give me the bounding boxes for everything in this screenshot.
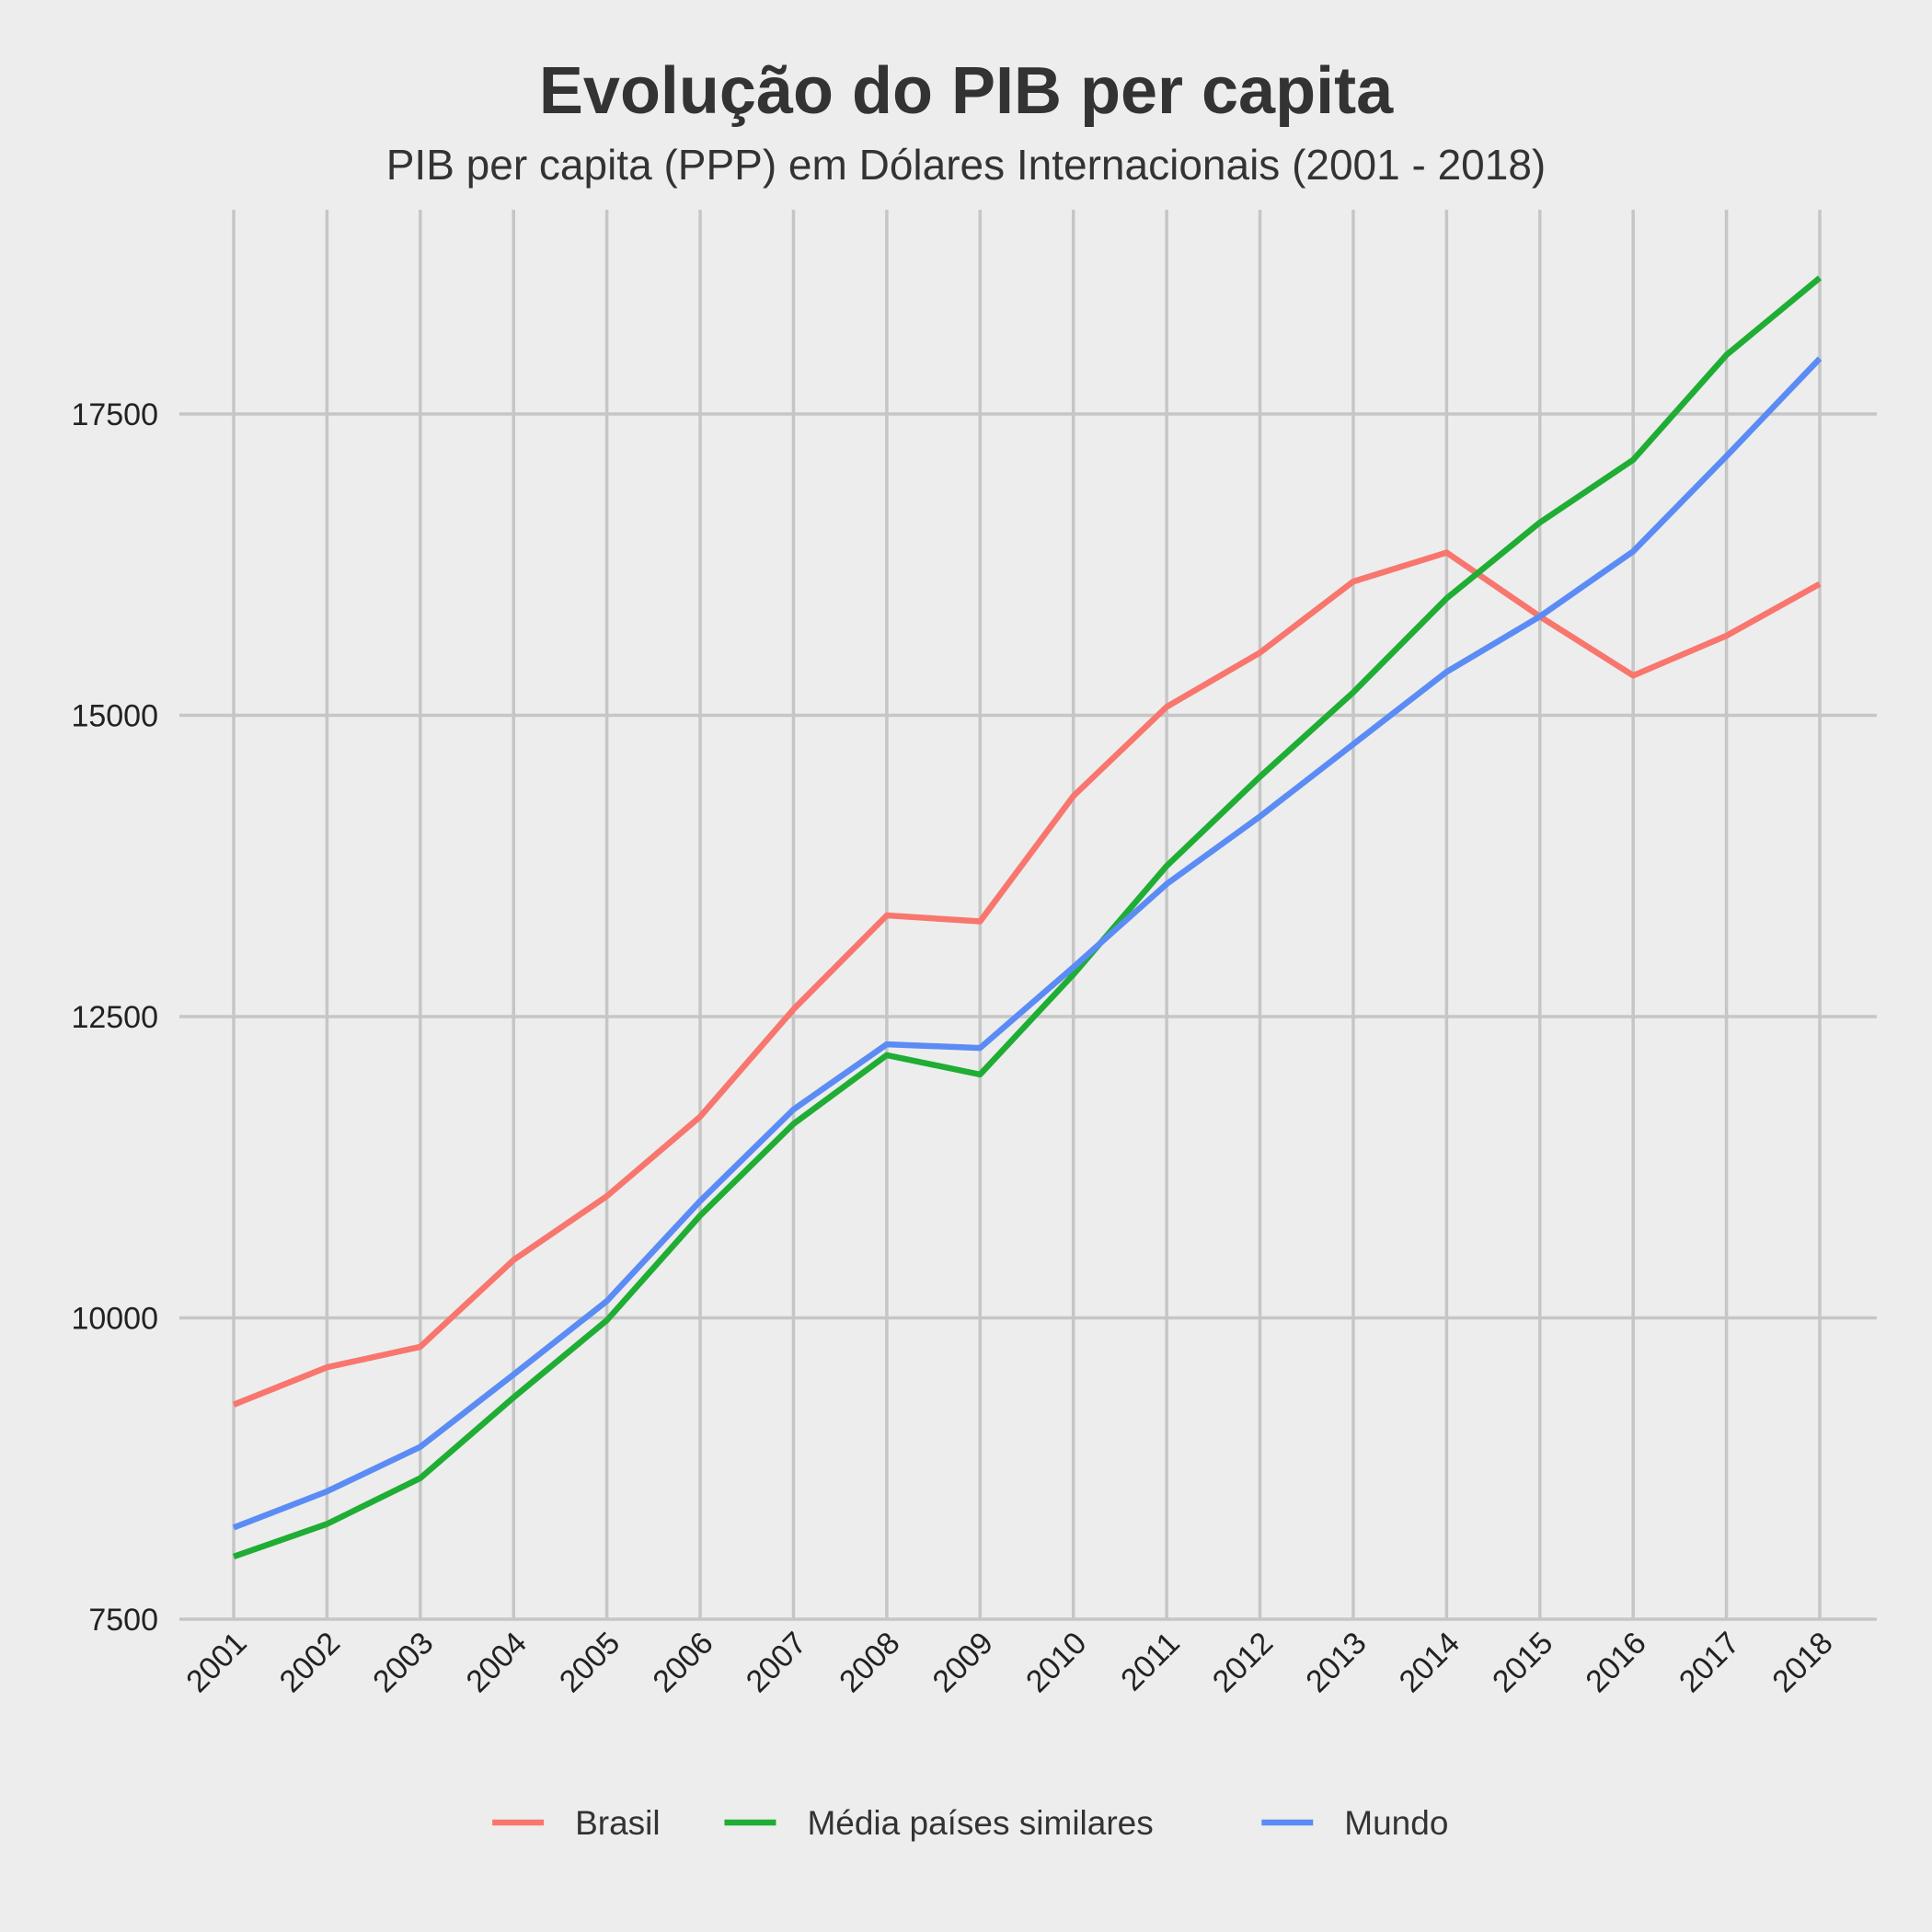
x-tick-label: 2011 — [1114, 1626, 1187, 1698]
chart-subtitle: PIB per capita (PPP) em Dólares Internac… — [386, 141, 1547, 189]
chart-title: Evolução do PIB per capita — [539, 54, 1394, 128]
legend: Brasil Média países similares Mundo — [492, 1804, 1448, 1842]
legend-label: Mundo — [1344, 1804, 1448, 1842]
x-tick-label: 2010 — [1019, 1626, 1093, 1699]
y-tick-label: 15000 — [71, 699, 158, 734]
x-tick-label: 2001 — [179, 1626, 253, 1699]
x-tick-label: 2003 — [366, 1626, 440, 1699]
x-tick-label: 2018 — [1765, 1626, 1839, 1699]
y-axis: 7500 10000 12500 15000 17500 — [71, 397, 158, 1638]
x-tick-label: 2006 — [646, 1626, 719, 1699]
grid — [179, 210, 1877, 1621]
x-tick-label: 2002 — [273, 1626, 347, 1699]
x-tick-label: 2012 — [1206, 1626, 1280, 1699]
series-line-3 — [232, 356, 1823, 1531]
series-line-1 — [232, 549, 1822, 1408]
legend-label: Média países similares — [807, 1804, 1153, 1842]
x-tick-label: 2017 — [1673, 1626, 1746, 1699]
y-tick-label: 10000 — [71, 1302, 158, 1337]
x-tick-label: 2007 — [740, 1626, 813, 1699]
x-tick-label: 2015 — [1486, 1626, 1559, 1699]
y-tick-label: 7500 — [88, 1603, 158, 1638]
series-lines — [232, 275, 1823, 1559]
x-tick-label: 2005 — [553, 1626, 627, 1699]
y-tick-label: 17500 — [71, 397, 158, 432]
x-axis: 2001 2002 2003 2004 2005 2006 2007 2008 2009 2010… — [179, 1626, 1839, 1699]
x-tick-label: 2004 — [460, 1626, 534, 1699]
legend-label: Brasil — [575, 1804, 661, 1842]
x-tick-label: 2013 — [1299, 1626, 1373, 1699]
x-tick-label: 2008 — [833, 1626, 906, 1699]
y-tick-label: 12500 — [71, 1000, 158, 1035]
series-line-2 — [232, 275, 1823, 1559]
x-tick-label: 2009 — [926, 1626, 1000, 1699]
x-tick-label: 2014 — [1393, 1626, 1466, 1699]
x-tick-label: 2016 — [1579, 1626, 1652, 1699]
